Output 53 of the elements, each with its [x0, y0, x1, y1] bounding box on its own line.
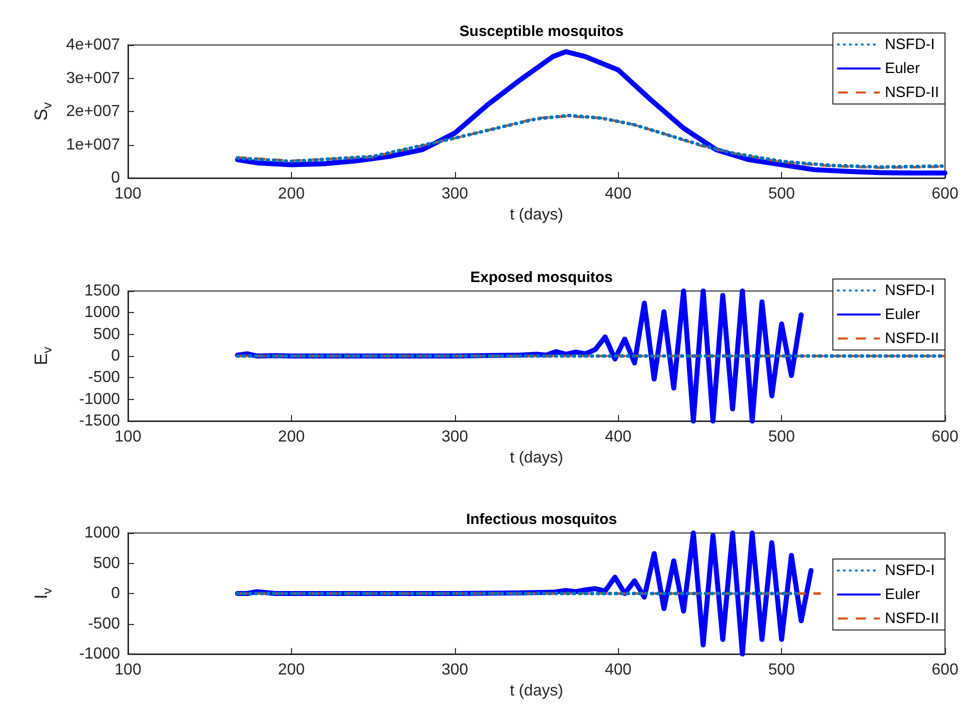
y-tick-label: 0: [111, 170, 120, 186]
y-tick-label: -500: [88, 369, 120, 386]
x-tick-label: 500: [768, 428, 796, 446]
x-tick-label: 400: [604, 186, 632, 202]
y-tick-label: 1000: [84, 524, 120, 542]
chart-title: Susceptible mosquitos: [459, 23, 624, 40]
x-axis-title: t (days): [510, 449, 564, 466]
y-tick-label: 0: [111, 585, 120, 602]
legend-label: Euler: [884, 586, 920, 603]
y-tick-label: 500: [93, 554, 120, 572]
y-tick-label: 0: [111, 348, 120, 364]
x-axis-title: t (days): [510, 682, 564, 700]
legend-label: NSFD-I: [884, 562, 935, 579]
x-tick-label: 100: [114, 662, 142, 678]
y-tick-label: 500: [93, 326, 120, 343]
x-tick-label: 600: [932, 186, 958, 202]
chart-title: Exposed mosquitos: [470, 269, 613, 286]
x-tick-label: 200: [278, 428, 305, 446]
x-tick-label: 100: [114, 428, 142, 446]
y-tick-label: 1000: [84, 304, 120, 322]
x-tick-label: 400: [604, 662, 632, 678]
x-tick-label: 600: [932, 662, 958, 678]
y-axis-title: Sv: [31, 102, 54, 121]
x-tick-label: 300: [441, 662, 468, 678]
x-tick-label: 200: [278, 662, 305, 678]
legend-label: NSFD-II: [884, 610, 940, 627]
x-tick-label: 100: [114, 186, 142, 202]
y-tick-label: -1000: [79, 646, 120, 662]
y-axis-title: Ev: [31, 346, 54, 366]
y-tick-label: -1500: [79, 412, 120, 430]
y-axis-title: Iv: [31, 587, 54, 600]
legend-label: NSFD-I: [884, 282, 935, 299]
legend-label: NSFD-I: [884, 36, 935, 53]
x-tick-label: 200: [278, 186, 305, 202]
x-tick-label: 600: [932, 428, 958, 446]
y-tick-label: 1e+007: [66, 136, 120, 154]
legend-label: Euler: [884, 306, 920, 323]
legend-label: Euler: [884, 60, 920, 77]
x-axis-title: t (days): [510, 206, 564, 224]
y-tick-label: 3e+007: [66, 70, 120, 87]
x-tick-label: 300: [441, 186, 468, 202]
legend-label: NSFD-II: [884, 84, 940, 101]
y-tick-label: 4e+007: [66, 36, 120, 54]
legend-label: NSFD-II: [884, 330, 940, 347]
chart-title: Infectious mosquitos: [466, 511, 617, 528]
y-tick-label: -1000: [79, 390, 120, 408]
y-tick-label: 2e+007: [66, 103, 120, 120]
x-tick-label: 400: [604, 428, 632, 446]
y-tick-label: 1500: [84, 282, 120, 300]
y-tick-label: -500: [88, 615, 120, 632]
x-tick-label: 500: [768, 662, 796, 678]
x-tick-label: 500: [768, 186, 796, 202]
x-tick-label: 300: [441, 428, 468, 446]
